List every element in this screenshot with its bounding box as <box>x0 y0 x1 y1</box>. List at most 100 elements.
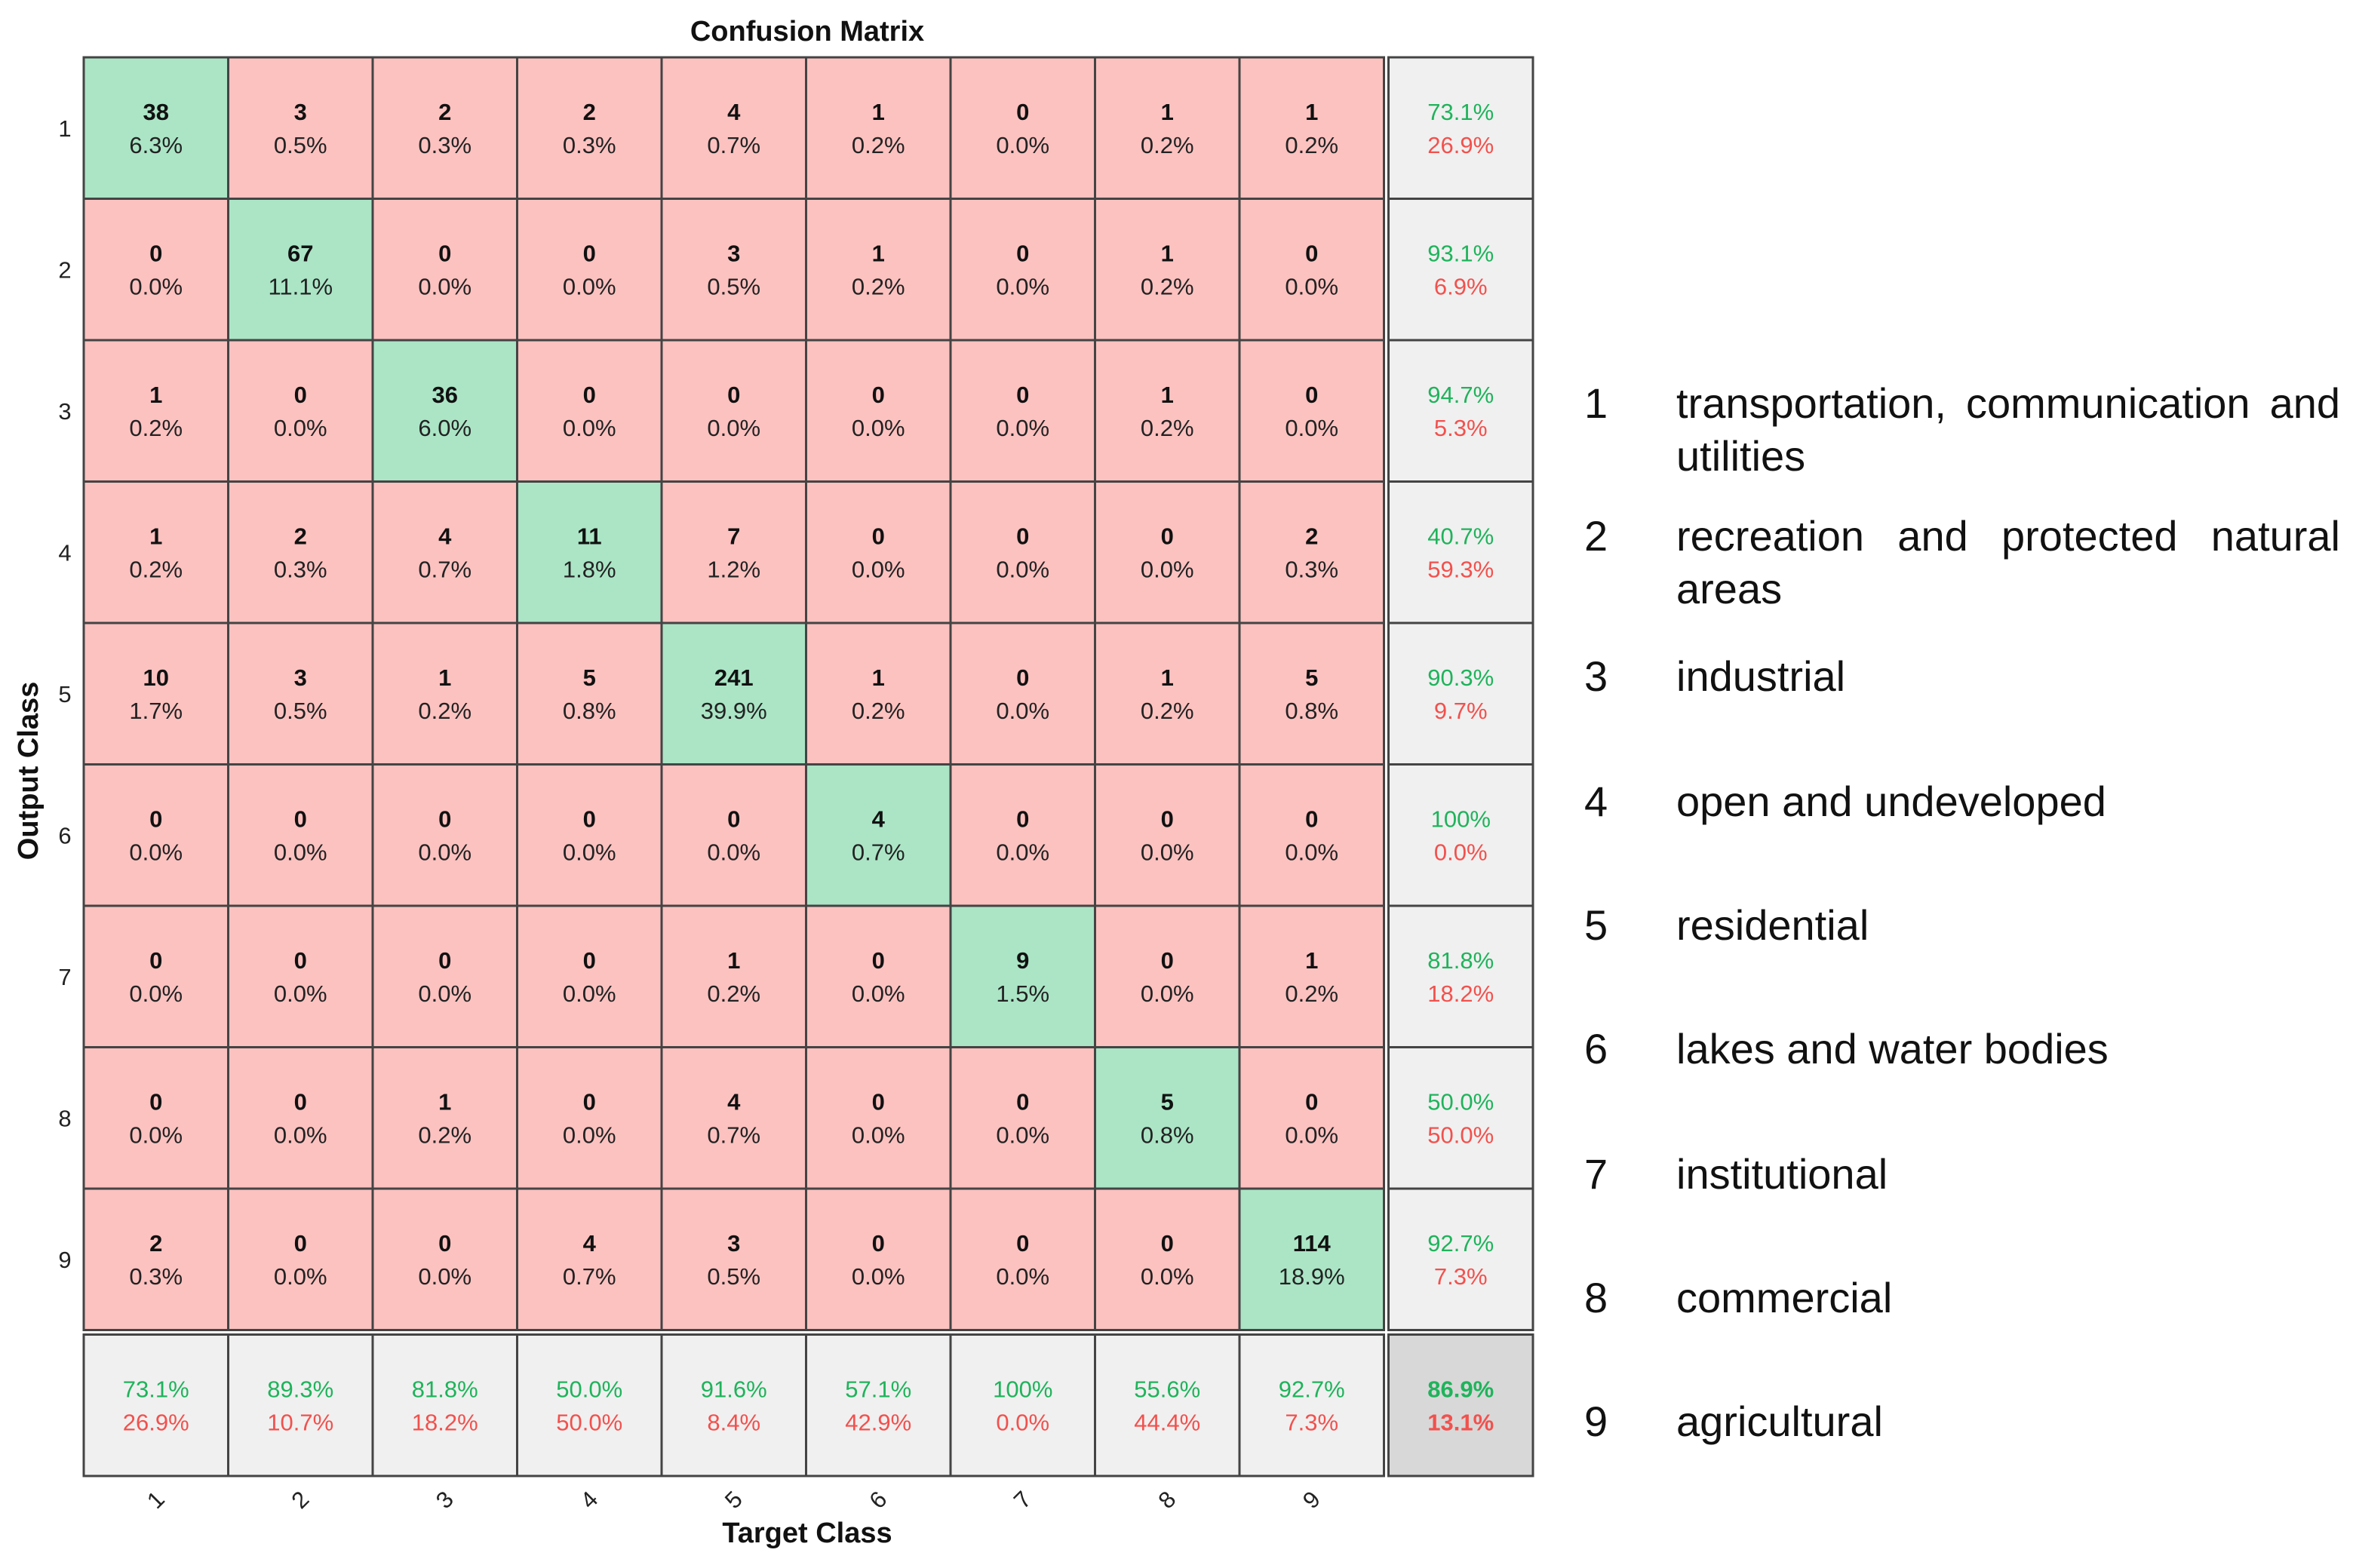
row-precision: 81.8% <box>1427 947 1494 974</box>
cell-count: 241 <box>714 664 754 691</box>
col-summary-cell <box>516 1333 663 1477</box>
cell-count: 0 <box>1161 947 1174 974</box>
cell-percent: 39.9% <box>701 698 767 724</box>
row-error: 0.0% <box>1434 839 1488 865</box>
cell-percent: 0.3% <box>274 556 327 582</box>
cell-percent: 0.0% <box>996 698 1049 724</box>
matrix-cell <box>227 904 374 1048</box>
col-error: 7.3% <box>1285 1409 1338 1435</box>
cell-percent: 0.0% <box>563 415 616 441</box>
diagonal-cell <box>1238 1187 1385 1331</box>
row-precision: 100% <box>1431 805 1491 832</box>
matrix-cell <box>227 339 374 483</box>
cell-percent: 0.2% <box>129 415 183 441</box>
cell-percent: 0.2% <box>852 132 905 158</box>
cell-percent: 0.2% <box>852 273 905 299</box>
matrix-cell <box>805 198 952 342</box>
cell-percent: 0.2% <box>1141 273 1194 299</box>
row-error: 59.3% <box>1427 556 1494 582</box>
cell-count: 0 <box>294 382 307 408</box>
cell-percent: 0.0% <box>418 1263 472 1290</box>
legend-item: 3 industrial <box>1584 650 2340 703</box>
x-axis-label: Target Class <box>722 1517 892 1549</box>
row-error: 5.3% <box>1434 415 1488 441</box>
matrix-cell <box>516 198 663 342</box>
col-recall: 92.7% <box>1279 1376 1345 1402</box>
row-summary-cell <box>1387 480 1534 624</box>
matrix-cell <box>227 621 374 766</box>
col-recall: 100% <box>993 1376 1052 1402</box>
cell-count: 0 <box>1016 523 1029 549</box>
y-tick-label: 2 <box>58 256 71 283</box>
cell-percent: 0.0% <box>852 556 905 582</box>
cell-count: 0 <box>149 805 162 832</box>
cell-count: 0 <box>1161 523 1174 549</box>
matrix-cell <box>1094 339 1241 483</box>
matrix-cell <box>371 198 518 342</box>
diagonal-cell <box>516 480 663 624</box>
cell-count: 2 <box>583 99 596 125</box>
matrix-cell <box>371 904 518 1048</box>
col-error: 50.0% <box>556 1409 622 1435</box>
matrix-cell <box>227 56 374 200</box>
cell-percent: 0.0% <box>1285 273 1338 299</box>
cell-percent: 0.0% <box>996 1263 1049 1290</box>
cell-percent: 0.0% <box>129 980 183 1007</box>
cell-count: 0 <box>1016 1230 1029 1257</box>
cell-percent: 0.7% <box>418 556 472 582</box>
legend-class-name: residential <box>1676 901 1869 949</box>
matrix-cell <box>82 198 229 342</box>
col-error: 0.0% <box>996 1409 1049 1435</box>
col-recall: 55.6% <box>1134 1376 1200 1402</box>
cell-count: 0 <box>1161 1230 1174 1257</box>
matrix-cell <box>805 621 952 766</box>
cell-percent: 0.0% <box>563 273 616 299</box>
cell-percent: 0.0% <box>274 415 327 441</box>
matrix-cell <box>516 339 663 483</box>
cell-count: 4 <box>583 1230 597 1257</box>
row-precision: 93.1% <box>1427 240 1494 266</box>
cell-count: 2 <box>149 1230 162 1257</box>
legend-class-number: 5 <box>1584 901 1608 949</box>
cell-percent: 0.2% <box>707 980 760 1007</box>
cell-percent: 0.5% <box>274 132 327 158</box>
legend-item: 9 agricultural <box>1584 1395 2340 1448</box>
cell-percent: 0.0% <box>852 1122 905 1148</box>
legend-class-number: 7 <box>1584 1150 1608 1198</box>
cell-percent: 0.7% <box>707 132 760 158</box>
col-summary-cell <box>371 1333 518 1477</box>
col-recall: 73.1% <box>123 1376 189 1402</box>
cell-count: 0 <box>1016 805 1029 832</box>
x-tick-label: 6 <box>864 1486 892 1514</box>
y-tick-label: 7 <box>58 964 71 990</box>
cell-count: 0 <box>583 805 596 832</box>
cell-count: 0 <box>294 805 307 832</box>
matrix-cell <box>82 1046 229 1190</box>
cell-percent: 0.0% <box>996 273 1049 299</box>
cell-percent: 0.0% <box>274 980 327 1007</box>
cell-percent: 0.0% <box>1141 839 1194 865</box>
legend-item: 2 recreation and protected natural areas <box>1584 510 2340 615</box>
cell-percent: 0.0% <box>563 839 616 865</box>
matrix-cell <box>1238 763 1385 907</box>
row-precision: 94.7% <box>1427 382 1494 408</box>
cell-count: 4 <box>872 805 886 832</box>
matrix-cell <box>949 1046 1096 1190</box>
row-precision: 92.7% <box>1427 1230 1494 1257</box>
cell-count: 1 <box>1161 664 1174 691</box>
cell-count: 1 <box>1161 99 1174 125</box>
row-error: 50.0% <box>1427 1122 1494 1148</box>
cell-count: 1 <box>1305 99 1318 125</box>
legend-class-number: 3 <box>1584 652 1608 700</box>
cell-count: 0 <box>294 947 307 974</box>
legend-item: 8 commercial <box>1584 1272 2340 1324</box>
cell-count: 0 <box>438 805 451 832</box>
cell-count: 3 <box>727 240 740 266</box>
cell-percent: 0.0% <box>129 839 183 865</box>
cell-percent: 0.0% <box>1141 556 1194 582</box>
legend-class-name: industrial <box>1676 652 1846 700</box>
cell-percent: 0.0% <box>996 415 1049 441</box>
col-recall: 89.3% <box>267 1376 333 1402</box>
cell-percent: 1.7% <box>129 698 183 724</box>
cell-count: 1 <box>872 99 885 125</box>
